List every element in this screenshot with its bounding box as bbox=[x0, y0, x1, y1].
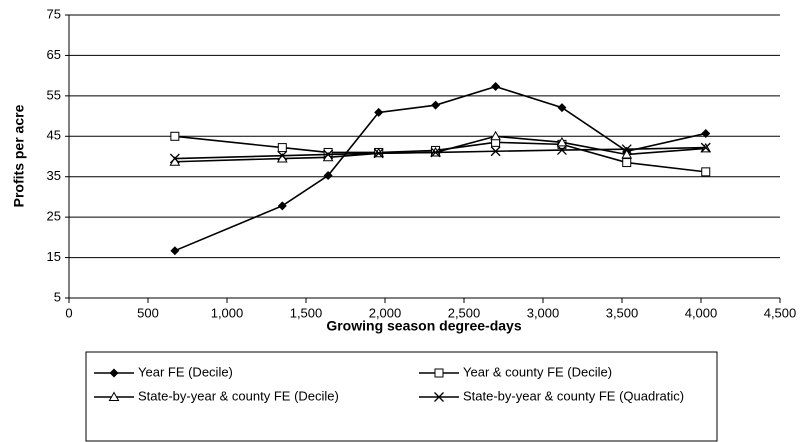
y-tick-label: 15 bbox=[47, 249, 61, 264]
point bbox=[374, 107, 384, 117]
x-tick-label: 4,000 bbox=[685, 305, 718, 320]
legend-marker bbox=[109, 368, 119, 378]
x-tick-label: 2,500 bbox=[448, 305, 481, 320]
point bbox=[277, 201, 287, 211]
point bbox=[556, 136, 568, 147]
legend-label: State-by-year & county FE (Decile) bbox=[138, 388, 339, 403]
legend-label: Year FE (Decile) bbox=[138, 364, 233, 379]
y-tick-label: 35 bbox=[47, 168, 61, 183]
point bbox=[621, 148, 633, 159]
x-tick-label: 500 bbox=[137, 305, 159, 320]
x-tick-label: 2,000 bbox=[369, 305, 402, 320]
x-axis-title: Growing season degree-days bbox=[326, 318, 521, 334]
point bbox=[557, 103, 567, 113]
x-tick-label: 0 bbox=[65, 305, 72, 320]
point bbox=[323, 149, 334, 160]
point bbox=[701, 167, 711, 177]
x-tick-label: 3,000 bbox=[527, 305, 560, 320]
legend-label: Year & county FE (Decile) bbox=[463, 364, 612, 379]
series-line bbox=[174, 85, 706, 252]
y-tick-label: 5 bbox=[54, 289, 61, 304]
point bbox=[490, 146, 501, 157]
x-tick-label: 1,500 bbox=[290, 305, 323, 320]
point bbox=[490, 130, 501, 141]
point bbox=[323, 171, 333, 181]
point bbox=[277, 143, 287, 153]
point bbox=[621, 144, 632, 155]
y-tick-label: 45 bbox=[47, 128, 61, 143]
point bbox=[491, 82, 501, 92]
y-tick-label: 75 bbox=[47, 6, 61, 21]
x-tick-label: 4,500 bbox=[764, 305, 797, 320]
legend-box bbox=[85, 351, 718, 442]
point bbox=[700, 142, 711, 153]
y-tick-label: 65 bbox=[47, 47, 61, 62]
point bbox=[169, 153, 180, 164]
point bbox=[373, 148, 384, 159]
point bbox=[430, 147, 441, 158]
point bbox=[170, 246, 180, 256]
y-axis-title: Profits per acre bbox=[11, 104, 27, 207]
legend-marker bbox=[434, 392, 444, 402]
point bbox=[431, 100, 441, 110]
point bbox=[557, 145, 567, 155]
y-tick-label: 55 bbox=[47, 87, 61, 102]
legend-marker bbox=[108, 391, 120, 401]
x-tick-label: 1,000 bbox=[211, 305, 244, 320]
y-tick-label: 25 bbox=[47, 209, 61, 224]
point bbox=[277, 150, 288, 161]
legend-label: State-by-year & county FE (Quadratic) bbox=[463, 388, 684, 403]
x-tick-label: 3,500 bbox=[606, 305, 639, 320]
point bbox=[170, 131, 180, 141]
legend-marker bbox=[434, 368, 444, 378]
point bbox=[622, 158, 632, 168]
point bbox=[701, 128, 711, 138]
